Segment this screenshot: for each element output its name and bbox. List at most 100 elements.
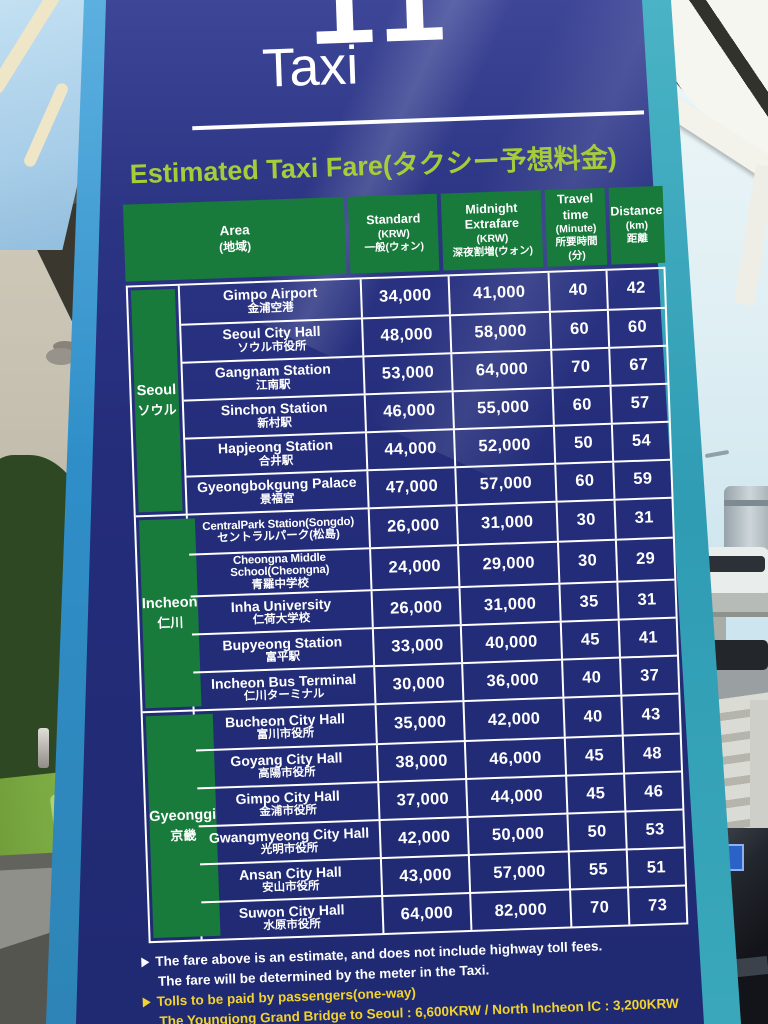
header-line: Travel time <box>556 191 594 222</box>
region-rows: Gimpo Airport 金浦空港 34,000 41,000 40 42 Seoul C… <box>179 268 672 514</box>
standard-fare-cell: 30,000 <box>375 664 465 704</box>
standard-fare-cell: 44,000 <box>367 429 457 469</box>
destination-cell: Bucheon City Hall 富川市役所 <box>194 705 378 750</box>
distance-cell: 54 <box>631 431 652 451</box>
region-name-en: Incheon <box>141 594 198 613</box>
destination-ja: 合井駅 <box>258 454 294 468</box>
region-group: Gyeonggi 京畿 Bucheon City Hall 富川市役所 35,000 42… <box>142 692 687 942</box>
standard-fare-cell: 26,000 <box>369 505 459 547</box>
distance-cell: 67 <box>629 355 649 375</box>
sign-content: 11 Taxi Estimated Taxi Fare(タクシー予想料金) Ar… <box>60 0 695 1024</box>
destination-ja: 水原市役所 <box>263 918 322 933</box>
destination-ja: 江南駅 <box>255 378 291 392</box>
wall-lamp <box>46 348 76 365</box>
header-line: 深夜割増(ウォン) <box>452 244 534 260</box>
destination-ja: 光明市役所 <box>260 842 319 857</box>
region-name-en: Seoul <box>136 381 177 399</box>
distance-cell: 37 <box>639 665 660 685</box>
midnight-fare-cell: 36,000 <box>463 660 565 701</box>
distance-cell: 73 <box>647 895 668 915</box>
region-name-ja: 京畿 <box>170 827 197 844</box>
destination-ja: セントラルパーク(松島) <box>217 528 341 545</box>
travel-time-cell: 45 <box>565 736 626 775</box>
standard-fare-cell: 26,000 <box>372 588 462 628</box>
standard-fare-cell: 24,000 <box>371 545 461 590</box>
standard-fare-cell: 38,000 <box>377 742 468 782</box>
midnight-fare-cell: 44,000 <box>467 776 569 817</box>
travel-time-cell: 30 <box>557 500 617 541</box>
travel-time-cell: 55 <box>569 850 630 889</box>
midnight-fare-cell: 52,000 <box>454 426 557 466</box>
travel-time-cell: 45 <box>561 620 621 659</box>
region-name-ja: 仁川 <box>157 614 184 631</box>
destination-en: Gimpo Airport <box>222 284 318 304</box>
region-group: Seoul ソウル Gimpo Airport 金浦空港 34,000 41,000 40 4… <box>127 268 672 516</box>
travel-time-cell: 35 <box>560 582 620 621</box>
midnight-fare-cell: 64,000 <box>452 350 554 390</box>
destination-cell: CentralPark Station(Songdo) セントラルパーク(松島) <box>187 508 372 554</box>
standard-fare-cell: 64,000 <box>383 894 473 934</box>
distance-cell: 41 <box>638 627 659 647</box>
col-header-standard: Standard (KRW) 一般(ウォン) <box>348 193 440 274</box>
midnight-fare-cell: 41,000 <box>449 272 551 314</box>
destination-ja: 富川市役所 <box>256 727 315 742</box>
midnight-fare-cell: 50,000 <box>468 814 570 855</box>
table-body: Seoul ソウル Gimpo Airport 金浦空港 34,000 41,000 40 4… <box>125 266 689 944</box>
travel-time-cell: 70 <box>552 348 612 387</box>
midnight-fare-cell: 58,000 <box>450 312 553 352</box>
distance-cell: 53 <box>645 819 665 839</box>
midnight-fare-cell: 31,000 <box>460 584 562 625</box>
destination-ja: 仁川ターミナル <box>243 688 325 703</box>
fare-table: Area (地域) Standard (KRW) 一般(ウォン) Midnight E… <box>122 185 689 944</box>
midnight-fare-cell: 42,000 <box>464 698 566 741</box>
distance-cell: 42 <box>626 278 646 298</box>
distance-cell: 48 <box>642 743 663 763</box>
region-rows: Bucheon City Hall 富川市役所 35,000 42,000 40 43 Go… <box>194 695 687 940</box>
header-line: 所要時間(分) <box>555 235 598 262</box>
region-cell: Incheon 仁川 <box>135 515 202 712</box>
travel-time-cell: 60 <box>553 386 613 425</box>
standard-fare-cell: 43,000 <box>381 856 472 896</box>
region-rows: CentralPark Station(Songdo) セントラルパーク(松島) 2… <box>187 498 679 710</box>
col-header-midnight: Midnight Extrafare (KRW) 深夜割増(ウォン) <box>440 190 544 271</box>
destination-ja: 仁荷大学校 <box>252 612 311 627</box>
distance-cell: 31 <box>637 589 657 609</box>
header-line: Distance <box>610 203 663 220</box>
info-sign-letter-stroke <box>0 0 63 97</box>
standard-fare-cell: 34,000 <box>361 275 451 317</box>
region-cell: Seoul ソウル <box>127 285 188 516</box>
standard-fare-cell: 48,000 <box>363 315 453 355</box>
header-line: 一般(ウォン) <box>364 240 425 255</box>
distance-cell: 43 <box>641 704 661 724</box>
destination-ja: 富平駅 <box>265 650 301 665</box>
midnight-fare-cell: 31,000 <box>457 502 559 544</box>
travel-time-cell: 40 <box>564 696 624 737</box>
distance-cell: 51 <box>646 857 667 877</box>
travel-time-cell: 40 <box>549 270 609 311</box>
distance-cell: 57 <box>630 393 650 413</box>
travel-time-cell: 60 <box>556 462 616 501</box>
destination-en: Cheongna Middle School(Cheongna) <box>230 551 330 580</box>
standard-fare-cell: 33,000 <box>373 626 464 666</box>
footnotes: The fare above is an estimate, and does … <box>141 933 703 1024</box>
travel-time-cell: 70 <box>571 888 631 927</box>
destination-ja: 金浦空港 <box>247 301 294 316</box>
sign-title: Taxi <box>261 35 360 99</box>
region-group: Incheon 仁川 CentralPark Station(Songdo) セントラ… <box>135 496 679 712</box>
distance-cell: 29 <box>635 549 656 569</box>
standard-fare-cell: 35,000 <box>376 702 466 744</box>
midnight-fare-cell: 46,000 <box>465 738 568 779</box>
region-label: Seoul ソウル <box>130 288 183 512</box>
destination-ja: 新村駅 <box>257 416 293 430</box>
col-header-travel-time: Travel time (Minute) 所要時間(分) <box>544 187 608 267</box>
header-line: Midnight Extrafare <box>464 200 520 232</box>
destination-cell: Gimpo Airport 金浦空港 <box>179 279 363 324</box>
standard-fare-cell: 53,000 <box>364 353 454 393</box>
travel-time-cell: 30 <box>558 540 619 583</box>
travel-time-cell: 45 <box>567 774 627 813</box>
destination-cell: Incheon Bus Terminal 仁川ターミナル <box>193 667 377 710</box>
region-name-ja: ソウル <box>137 401 177 418</box>
bollard <box>38 728 49 768</box>
note-bullet-icon <box>141 957 150 968</box>
